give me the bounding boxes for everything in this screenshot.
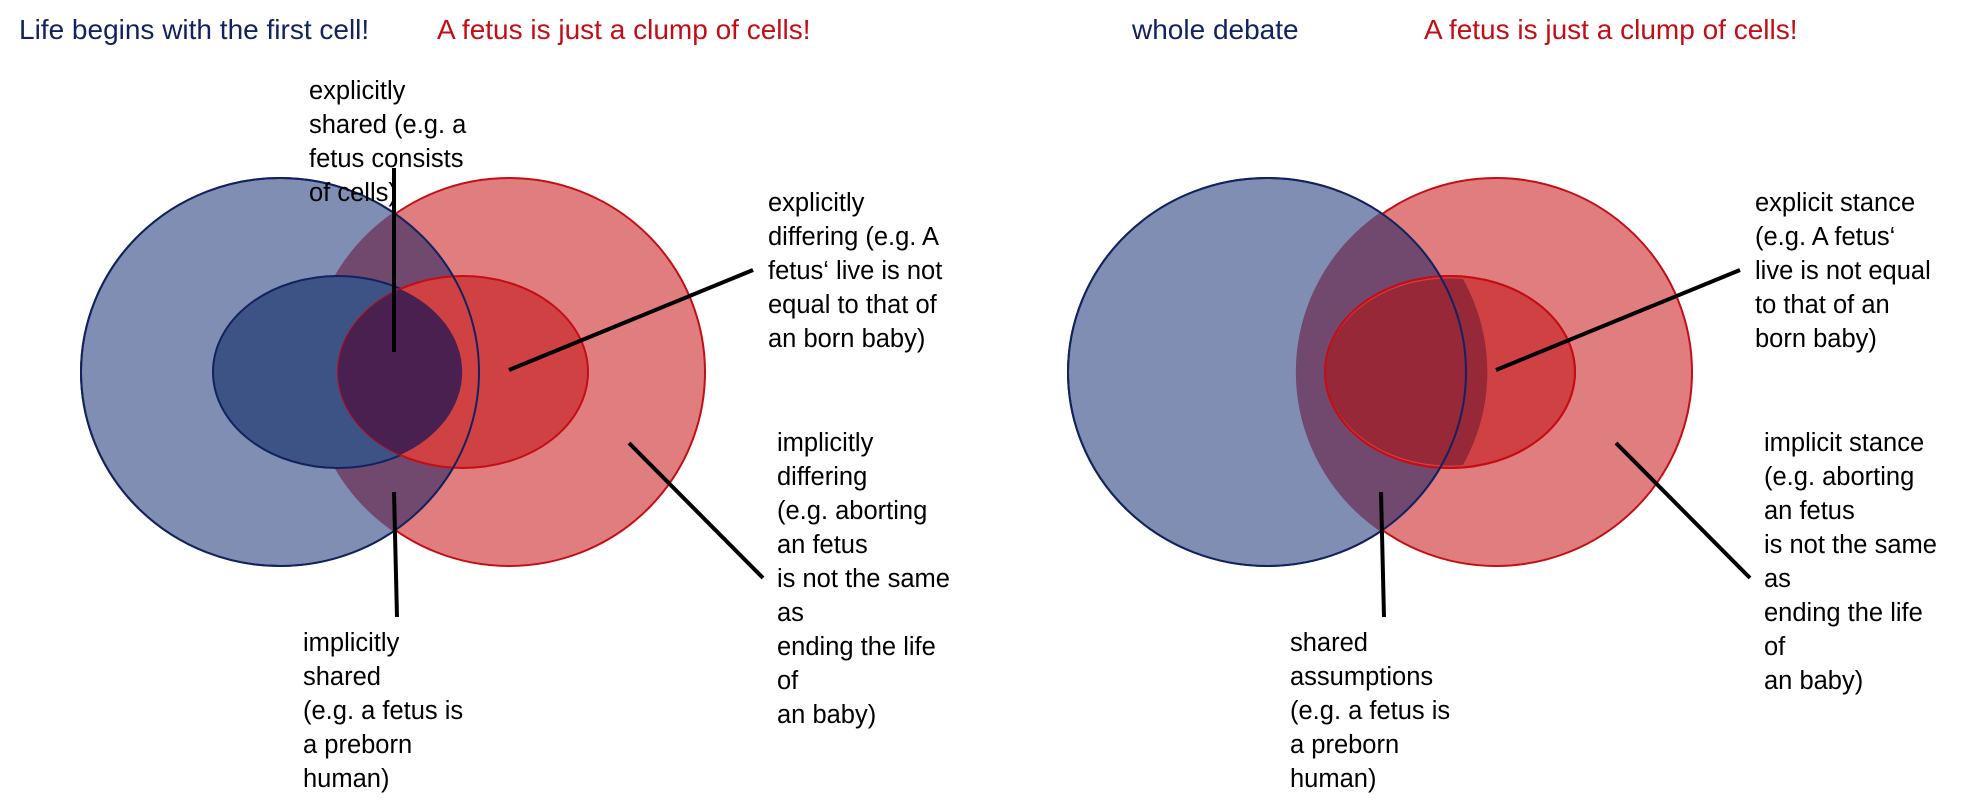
label-line: fetus‘ live is not (768, 257, 943, 285)
label-line: implicitly (303, 629, 400, 657)
label-line: (e.g. aborting (1764, 463, 1915, 491)
label-line: (e.g. a fetus is (1290, 697, 1451, 725)
label-line: ending the life (777, 633, 936, 661)
blue-outer-outline (1067, 177, 1467, 567)
label-line: is not the same (777, 565, 950, 593)
label-line: explicitly (309, 77, 406, 105)
pointer-line-bottom (1379, 491, 1386, 618)
label-line: a preborn (1290, 731, 1400, 759)
label-line: born baby) (1755, 325, 1877, 353)
label-line: explicitly (768, 189, 865, 217)
label-implicit-stance: implicit stance (e.g. aborting an fetus … (1764, 426, 1937, 698)
right-title-blue: whole debate (1132, 14, 1299, 45)
pointer-line-right-bottom (627, 441, 765, 580)
label-line: of (777, 667, 799, 695)
label-line: shared (303, 663, 381, 691)
label-explicit-stance: explicit stance (e.g. A fetus‘ live is n… (1755, 186, 1931, 356)
label-line: shared (e.g. a (309, 111, 467, 139)
label-line: human) (1290, 765, 1377, 793)
pointer-line-right-top (508, 268, 754, 372)
label-line: an baby) (1764, 667, 1864, 695)
left-title-red: A fetus is just a clump of cells! (437, 14, 811, 45)
left-venn-diagram (80, 168, 765, 618)
label-line: fetus consists (309, 145, 464, 173)
label-implicitly-shared: implicitly shared (e.g. a fetus is a pre… (303, 626, 463, 796)
left-diagram-panel: Life begins with the first cell! A fetus… (19, 14, 950, 796)
label-implicitly-differing: implicitly differing (e.g. aborting an f… (777, 426, 950, 732)
right-diagram-panel: whole debate A fetus is just a clump of … (987, 0, 1975, 809)
pointer-line-right-top (1495, 268, 1741, 372)
label-line: (e.g. a fetus is (303, 697, 464, 725)
label-line: differing (e.g. A (768, 223, 940, 251)
label-line: shared (1290, 629, 1368, 657)
label-line: an fetus (777, 531, 868, 559)
pointer-line-bottom (392, 491, 399, 618)
label-explicitly-shared: explicitly shared (e.g. a fetus consists… (309, 74, 466, 210)
label-line: of cells) (309, 179, 397, 207)
pointer-line-right-bottom (1614, 441, 1752, 580)
label-line: to that of an (1755, 291, 1890, 319)
label-explicitly-differing: explicitly differing (e.g. A fetus‘ live… (768, 186, 942, 356)
label-line: an born baby) (768, 325, 926, 353)
label-line: equal to that of (768, 291, 937, 319)
label-line: a preborn (303, 731, 413, 759)
label-line: (e.g. A fetus‘ (1755, 223, 1896, 251)
label-line: ending the life (1764, 599, 1923, 627)
label-line: is not the same (1764, 531, 1937, 559)
label-line: as (1764, 565, 1791, 593)
inner-overlap-region (337, 289, 463, 455)
label-line: live is not equal (1755, 257, 1931, 285)
label-line: implicit stance (1764, 429, 1925, 457)
label-line: differing (777, 463, 868, 491)
label-shared-assumptions: shared assumptions (e.g. a fetus is a pr… (1290, 626, 1450, 796)
label-line: an baby) (777, 701, 877, 729)
blue-outer-outline (80, 177, 480, 567)
label-line: of (1764, 633, 1786, 661)
label-line: explicit stance (1755, 189, 1916, 217)
red-inner-outline (1324, 275, 1576, 469)
left-title-blue: Life begins with the first cell! (19, 14, 370, 45)
label-line: human) (303, 765, 390, 793)
label-line: assumptions (1290, 663, 1434, 691)
label-line: an fetus (1764, 497, 1855, 525)
inner-overlap-region (1325, 278, 1488, 466)
label-line: as (777, 599, 804, 627)
label-line: (e.g. aborting (777, 497, 928, 525)
right-title-red: A fetus is just a clump of cells! (1424, 14, 1798, 45)
label-line: implicitly (777, 429, 874, 457)
right-venn-diagram (1067, 177, 1752, 618)
